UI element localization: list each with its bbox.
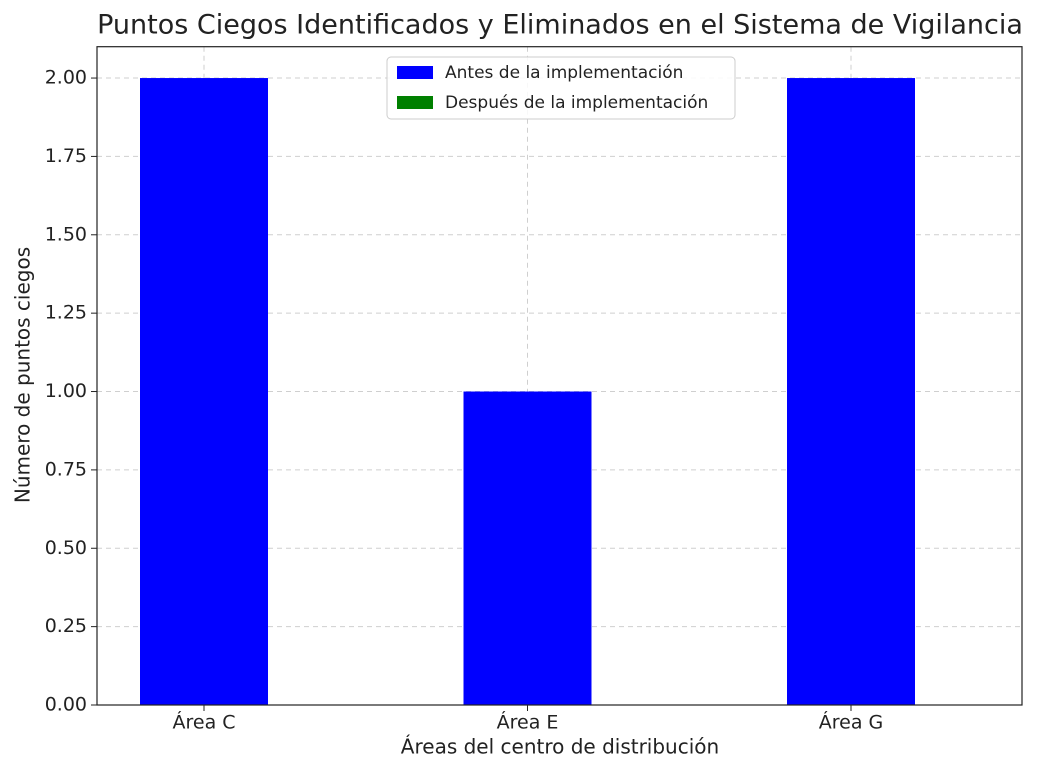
x-tick-label: Área C [172,711,235,734]
y-tick-label: 1.50 [45,223,87,245]
chart-title: Puntos Ciegos Identificados y Eliminados… [97,10,1023,41]
legend-box [386,56,736,120]
legend-swatch [397,66,433,79]
x-axis-label: Áreas del centro de distribución [401,735,719,759]
plot-frame [96,46,1023,706]
x-tick-label: Área G [819,711,884,734]
y-tick-label: 1.00 [45,380,87,402]
y-tick-label: 2.00 [45,67,87,89]
bar [140,78,268,706]
x-tick-label: Área E [497,711,559,734]
y-tick-label: 1.25 [45,302,87,324]
bar [787,78,915,706]
y-axis-label: Número de puntos ciegos [11,247,35,503]
y-tick-label: 0.50 [45,537,87,559]
legend-label: Después de la implementación [445,93,708,113]
y-tick-label: 0.00 [45,694,87,716]
y-tick-label: 1.75 [45,145,87,167]
y-tick-label: 0.25 [45,615,87,637]
legend-swatch [397,96,433,109]
bar [463,391,592,705]
y-tick-label: 0.75 [45,458,87,480]
legend-label: Antes de la implementación [445,63,683,83]
